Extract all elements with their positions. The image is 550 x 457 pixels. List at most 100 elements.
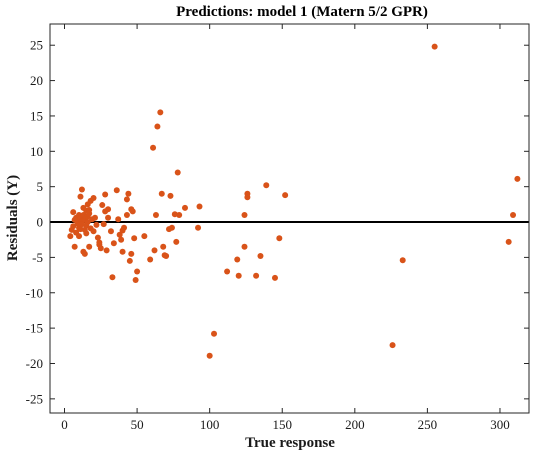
data-point (196, 203, 203, 210)
data-point (84, 219, 91, 226)
data-point (147, 256, 154, 263)
data-point (150, 144, 157, 151)
data-point (90, 228, 97, 235)
data-point (167, 192, 174, 199)
plot-area (50, 24, 529, 413)
data-point (78, 186, 85, 193)
y-tick-label: 20 (30, 73, 43, 88)
data-point (105, 206, 112, 213)
data-point (121, 224, 128, 231)
data-point (224, 268, 231, 275)
data-point (134, 268, 141, 275)
data-point (129, 208, 136, 215)
data-point (141, 233, 148, 240)
y-tick-label: 15 (30, 108, 43, 123)
y-tick-label: 5 (37, 179, 44, 194)
data-point (110, 240, 117, 247)
y-tick-label: -20 (26, 356, 43, 371)
data-point (126, 257, 133, 264)
data-point (96, 239, 103, 246)
data-point (123, 196, 130, 203)
data-point (116, 231, 123, 238)
data-point (431, 43, 438, 50)
data-point (99, 202, 106, 209)
data-point (128, 250, 135, 257)
data-point (195, 224, 202, 231)
x-tick-label: 250 (418, 417, 438, 432)
data-point (90, 194, 97, 201)
y-tick-label: -10 (26, 285, 43, 300)
x-tick-label: 150 (272, 417, 292, 432)
data-point (86, 243, 93, 250)
data-point (241, 211, 248, 218)
data-point (163, 252, 170, 259)
data-point (253, 272, 260, 279)
data-point (176, 211, 183, 218)
data-point (119, 248, 126, 255)
data-point (181, 204, 188, 211)
y-tick-label: -15 (26, 321, 43, 336)
data-point (389, 342, 396, 349)
data-point (168, 224, 175, 231)
data-point (71, 243, 78, 250)
data-point (109, 274, 116, 281)
y-tick-label: 10 (30, 144, 43, 159)
data-point (118, 236, 125, 243)
data-point (115, 216, 122, 223)
data-point (235, 272, 242, 279)
data-point (76, 233, 83, 240)
data-point (505, 238, 512, 245)
x-tick-label: 0 (61, 417, 68, 432)
data-point (244, 194, 251, 201)
data-point (271, 274, 278, 281)
data-point (510, 211, 517, 218)
data-point (282, 192, 289, 199)
data-point (157, 109, 164, 116)
data-point (123, 211, 130, 218)
data-point (86, 210, 93, 217)
data-point (263, 182, 270, 189)
chart-title: Predictions: model 1 (Matern 5/2 GPR) (176, 4, 428, 20)
data-point (100, 221, 107, 228)
data-point (211, 330, 218, 337)
x-tick-label: 100 (200, 417, 220, 432)
data-point (113, 187, 120, 194)
y-tick-label: 0 (37, 215, 44, 230)
data-point (125, 190, 132, 197)
data-point (105, 214, 112, 221)
data-point (152, 211, 159, 218)
x-axis-title: True response (245, 435, 335, 451)
data-point (97, 245, 104, 252)
data-point (67, 233, 74, 240)
data-point (158, 190, 165, 197)
data-point (241, 243, 248, 250)
y-tick-label: -5 (32, 250, 43, 265)
data-point (70, 209, 77, 216)
data-point (257, 252, 264, 259)
data-point (91, 214, 98, 221)
data-point (107, 228, 114, 235)
data-point (93, 221, 100, 228)
data-point (514, 175, 521, 182)
data-point (174, 169, 181, 176)
data-point (102, 191, 109, 198)
data-point (131, 235, 138, 242)
x-tick-label: 50 (131, 417, 144, 432)
x-tick-label: 300 (490, 417, 510, 432)
y-tick-label: -25 (26, 391, 43, 406)
y-axis-title: Residuals (Y) (5, 175, 21, 261)
y-tick-label: 25 (30, 38, 43, 53)
data-point (94, 234, 101, 241)
data-point (103, 247, 110, 254)
data-point (173, 238, 180, 245)
axis-ticks: 0 50 100 150 200 250 3002520151050-5-10-15-20-… (26, 24, 529, 432)
plot-frame (49, 23, 530, 414)
data-point (276, 235, 283, 242)
data-point (154, 123, 161, 130)
data-points (67, 43, 521, 359)
data-point (151, 247, 158, 254)
data-point (206, 352, 213, 359)
data-point (70, 223, 77, 230)
data-point (132, 277, 139, 284)
